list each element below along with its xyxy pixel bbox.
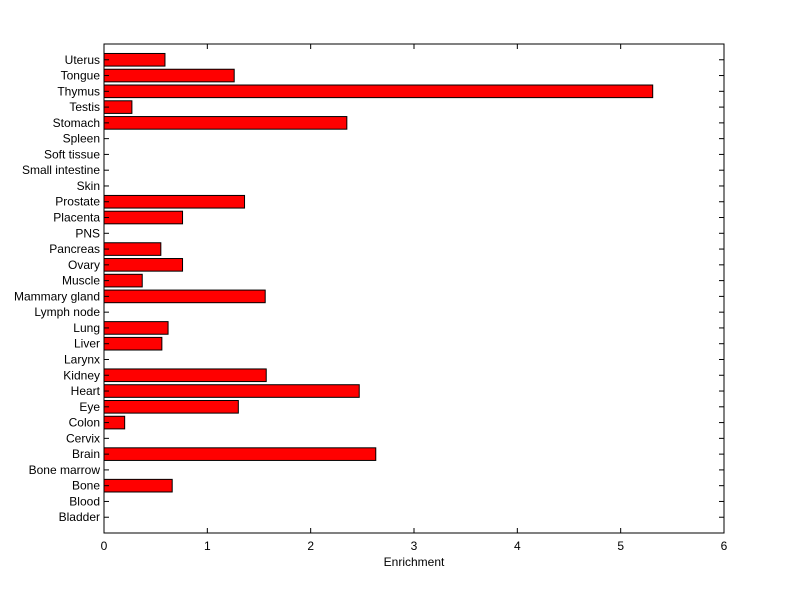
bars-group	[103, 52, 654, 493]
x-axis-label: Enrichment	[384, 555, 445, 569]
y-tick-label: Soft tissue	[44, 147, 100, 161]
bar-pancreas	[103, 242, 162, 256]
y-tick-label: Small intestine	[22, 163, 100, 177]
bar-prostate	[103, 194, 246, 209]
bar-ovary	[103, 258, 184, 272]
x-tick-label: 3	[411, 539, 418, 553]
y-tick-label: Skin	[77, 179, 100, 193]
bar-tongue	[103, 68, 235, 83]
bar-eye	[103, 399, 239, 414]
bar-kidney	[103, 368, 267, 383]
y-tick-label: Kidney	[63, 368, 100, 382]
y-tick-label: Colon	[69, 416, 100, 430]
y-tick-label: Spleen	[63, 132, 100, 146]
y-tick-label: Bone	[72, 479, 100, 493]
bar-bone	[103, 478, 173, 493]
y-tick-label: Heart	[71, 384, 101, 398]
y-tick-label: Stomach	[53, 116, 100, 130]
y-tick-label: Placenta	[53, 211, 100, 225]
x-tick-label: 1	[204, 539, 211, 553]
bar-heart	[103, 384, 360, 398]
y-tick-label: Larynx	[64, 352, 100, 366]
bar-mammary-gland	[103, 289, 266, 304]
x-tick-label: 6	[721, 539, 728, 553]
y-tick-label: Bladder	[59, 510, 100, 524]
x-tick-label: 4	[514, 539, 521, 553]
x-tick-label: 5	[617, 539, 624, 553]
bar-lung	[103, 321, 169, 335]
y-tick-label: Lung	[73, 321, 100, 335]
y-tick-label: Testis	[69, 100, 100, 114]
x-tick-label: 2	[307, 539, 314, 553]
y-tick-label: Blood	[69, 494, 100, 508]
y-tick-label: Uterus	[65, 53, 100, 67]
bar-stomach	[103, 116, 348, 130]
y-tick-label: Ovary	[68, 258, 100, 272]
bar-placenta	[103, 210, 184, 225]
bar-muscle	[103, 273, 143, 288]
x-tick-label: 0	[101, 539, 108, 553]
x-axis-ticks: 0 1 2 3 4 5 6	[101, 44, 728, 553]
y-tick-label: Pancreas	[49, 242, 100, 256]
bar-liver	[103, 336, 163, 351]
y-tick-label: Brain	[72, 447, 100, 461]
y-tick-label: Prostate	[55, 195, 100, 209]
y-tick-label: PNS	[75, 226, 100, 240]
y-tick-label: Thymus	[57, 84, 100, 98]
bar-thymus	[103, 84, 654, 99]
y-tick-label: Eye	[79, 400, 100, 414]
y-tick-label: Lymph node	[34, 305, 100, 319]
bar-uterus	[103, 52, 166, 67]
y-tick-label: Bone marrow	[29, 463, 101, 477]
bar-brain	[103, 447, 377, 461]
y-tick-label: Tongue	[61, 69, 101, 83]
y-tick-label: Mammary gland	[14, 289, 100, 303]
y-tick-label: Muscle	[62, 274, 100, 288]
y-tick-label: Liver	[74, 337, 100, 351]
y-tick-label: Cervix	[66, 431, 100, 445]
